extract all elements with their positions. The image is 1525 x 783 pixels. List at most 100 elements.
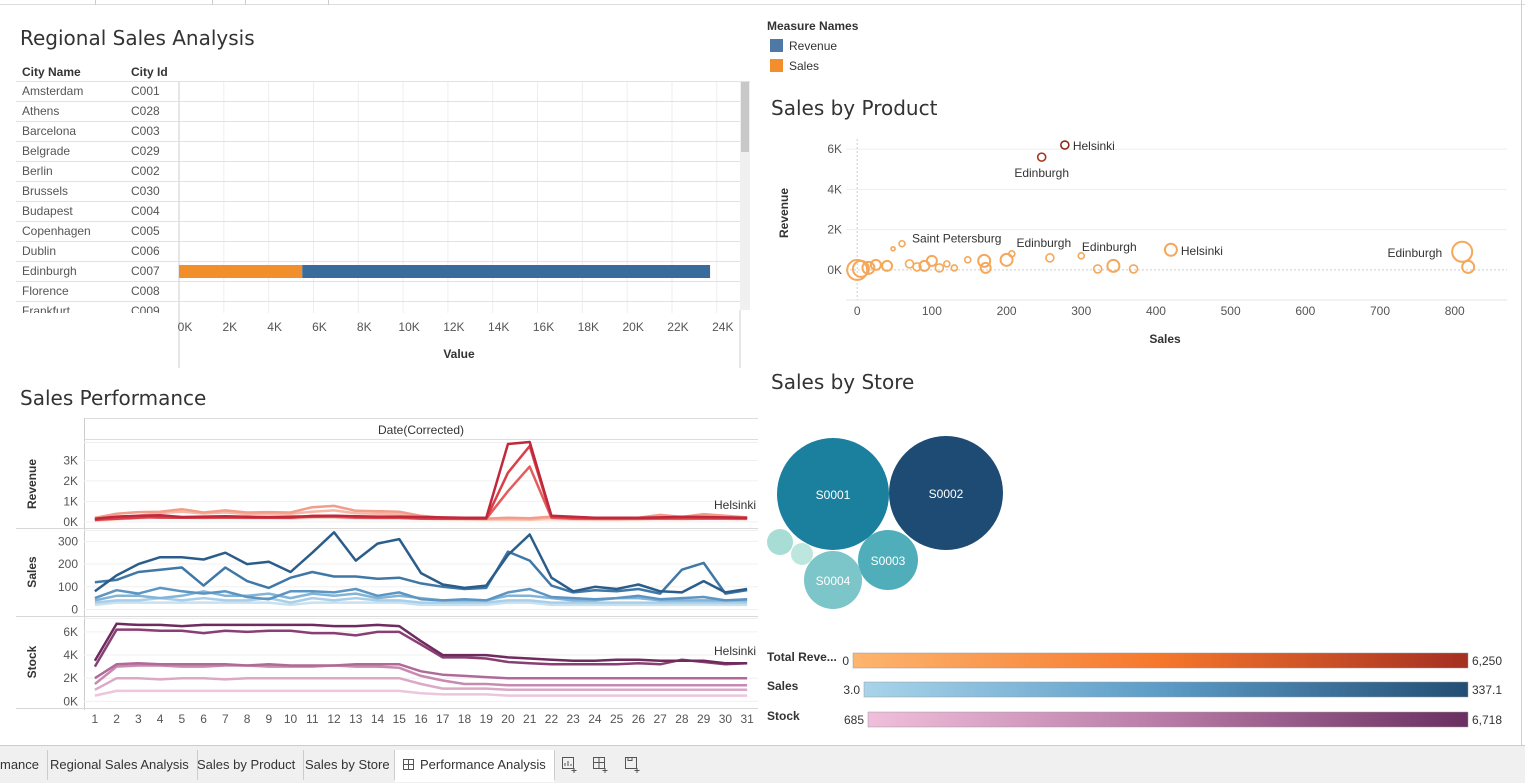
right-edge bbox=[1521, 0, 1522, 745]
y-tick-label: 6K bbox=[63, 625, 78, 639]
table-cell-city: Dublin bbox=[22, 244, 56, 258]
store-bubble bbox=[791, 543, 813, 565]
store-bubble-label: S0004 bbox=[816, 574, 851, 588]
tab-label-performance-analysis: Performance Analysis bbox=[420, 757, 546, 772]
color-legend-max: 337.1 bbox=[1472, 683, 1502, 697]
x-tick-label: 12 bbox=[327, 712, 341, 726]
col-city-header[interactable]: City Name bbox=[22, 65, 81, 79]
regional-table[interactable]: Amsterdam C001 Athens C028 Barcelona C003 Belg… bbox=[16, 81, 750, 313]
legend-label-revenue: Revenue bbox=[789, 39, 838, 53]
col-id-header[interactable]: City Id bbox=[131, 65, 168, 79]
series-line bbox=[93, 622, 748, 665]
x-tick-label: 0 bbox=[854, 304, 861, 318]
color-legend-label: Sales bbox=[767, 679, 799, 693]
table-cell-id: C001 bbox=[131, 84, 160, 98]
x-tick-label: 31 bbox=[740, 712, 754, 726]
x-tick-label: 22 bbox=[545, 712, 559, 726]
color-legend-max: 6,250 bbox=[1472, 654, 1502, 668]
table-cell-id: C005 bbox=[131, 224, 160, 238]
x-tick-label: 19 bbox=[480, 712, 494, 726]
x-tick-label: 8K bbox=[357, 320, 372, 334]
tab-performance-partial[interactable]: mance bbox=[0, 750, 49, 780]
color-legend-label: Total Reve... bbox=[767, 650, 837, 664]
table-cell-id: C002 bbox=[131, 164, 160, 178]
scatter-point bbox=[1451, 240, 1474, 263]
x-tick-label: 18K bbox=[578, 320, 599, 334]
scatter-point bbox=[1163, 242, 1178, 257]
y-tick-label: 4K bbox=[827, 182, 842, 196]
regional-bar-chart: Amsterdam C001 Athens C028 Barcelona C003 Belg… bbox=[16, 81, 750, 313]
scatter-point bbox=[999, 252, 1014, 267]
tab-performance-analysis[interactable]: Performance Analysis bbox=[394, 750, 555, 782]
product-title: Sales by Product bbox=[771, 96, 938, 120]
legend-item-revenue[interactable]: Revenue bbox=[770, 39, 837, 53]
performance-line-chart[interactable]: Date(Corrected)3K2K1K0KRevenue3002001000… bbox=[16, 418, 761, 730]
x-tick-label: 6 bbox=[200, 712, 207, 726]
x-tick-label: 2 bbox=[113, 712, 120, 726]
legend-item-sales[interactable]: Sales bbox=[770, 59, 819, 73]
x-tick-label: 11 bbox=[306, 712, 319, 726]
x-tick-label: 400 bbox=[1146, 304, 1166, 318]
x-tick-label: 14K bbox=[488, 320, 509, 334]
scatter-point bbox=[898, 239, 906, 248]
scatter-point bbox=[1077, 252, 1086, 260]
y-tick-label: 1K bbox=[63, 494, 78, 508]
store-bubble-chart[interactable]: S0001 S0002 S0003 S0004 bbox=[760, 430, 1020, 615]
table-cell-id: C029 bbox=[131, 144, 160, 158]
y-tick-label: 3K bbox=[63, 453, 78, 467]
tab-sales-by-product[interactable]: Sales by Product bbox=[189, 750, 305, 780]
series-line bbox=[94, 676, 748, 692]
scrollbar-track[interactable] bbox=[740, 82, 750, 310]
color-legend-max: 6,718 bbox=[1472, 713, 1502, 727]
bar-revenue-edinburgh bbox=[302, 265, 711, 278]
point-label: Edinburgh bbox=[1082, 240, 1137, 254]
scatter-point bbox=[912, 262, 922, 272]
store-bubble bbox=[858, 530, 918, 590]
scatter-point bbox=[943, 260, 951, 268]
point-label: Edinburgh bbox=[1387, 246, 1442, 260]
table-cell-city: Belgrade bbox=[22, 144, 70, 158]
scatter-point bbox=[1128, 264, 1139, 274]
regional-x-axis: 0K 2K 4K 6K 8K 10K 12K 14K 16K 18K 20K 22K 24K Value bbox=[178, 310, 741, 368]
new-story-icon[interactable] bbox=[624, 756, 642, 774]
new-worksheet-icon[interactable] bbox=[561, 756, 579, 774]
scatter-point bbox=[950, 264, 959, 272]
scatter-point bbox=[890, 245, 896, 252]
dashboard-icon bbox=[403, 759, 414, 770]
scrollbar-thumb[interactable] bbox=[741, 82, 749, 152]
product-scatter-chart[interactable]: 0K 2K 4K 6K 0 100 200 300 400 500 600 700 800 Sales Re… bbox=[770, 125, 1515, 355]
table-cell-city: Budapest bbox=[22, 204, 73, 218]
x-tick-label: 23 bbox=[567, 712, 581, 726]
legend-title: Measure Names bbox=[767, 19, 859, 33]
color-legends[interactable]: Total Reve... 0 6,250 Sales 3.0 337.1 Stock 685… bbox=[765, 645, 1520, 735]
x-tick-label: 17 bbox=[436, 712, 450, 726]
scatter-point bbox=[979, 261, 992, 274]
date-header: Date(Corrected) bbox=[378, 423, 464, 437]
x-tick-label: 16K bbox=[533, 320, 554, 334]
table-cell-city: Berlin bbox=[22, 164, 53, 178]
tab-sales-by-store[interactable]: Sales by Store bbox=[297, 750, 399, 780]
regional-title: Regional Sales Analysis bbox=[20, 26, 255, 50]
table-cell-id: C009 bbox=[131, 304, 160, 313]
scatter-point bbox=[1045, 253, 1055, 263]
x-tick-label: 24K bbox=[712, 320, 733, 334]
scatter-point bbox=[1092, 264, 1103, 274]
tab-regional-sales-analysis[interactable]: Regional Sales Analysis bbox=[42, 750, 198, 780]
y-tick-label: 300 bbox=[58, 534, 78, 548]
table-cell-id: C028 bbox=[131, 104, 160, 118]
x-tick-label: 100 bbox=[922, 304, 942, 318]
table-cell-id: C006 bbox=[131, 244, 160, 258]
scatter-point bbox=[934, 263, 945, 273]
table-cell-city: Athens bbox=[22, 104, 59, 118]
x-tick-label: 500 bbox=[1221, 304, 1241, 318]
new-dashboard-icon[interactable] bbox=[592, 756, 610, 774]
x-tick-label: 3 bbox=[135, 712, 142, 726]
point-label: Helsinki bbox=[1073, 139, 1115, 153]
y-axis-title: Revenue bbox=[777, 188, 791, 238]
x-tick-label: 28 bbox=[675, 712, 689, 726]
scatter-point bbox=[851, 259, 870, 278]
scatter-point bbox=[1461, 259, 1476, 274]
scatter-point bbox=[918, 259, 931, 272]
x-tick-label: 22K bbox=[667, 320, 688, 334]
scatter-point bbox=[963, 256, 972, 264]
